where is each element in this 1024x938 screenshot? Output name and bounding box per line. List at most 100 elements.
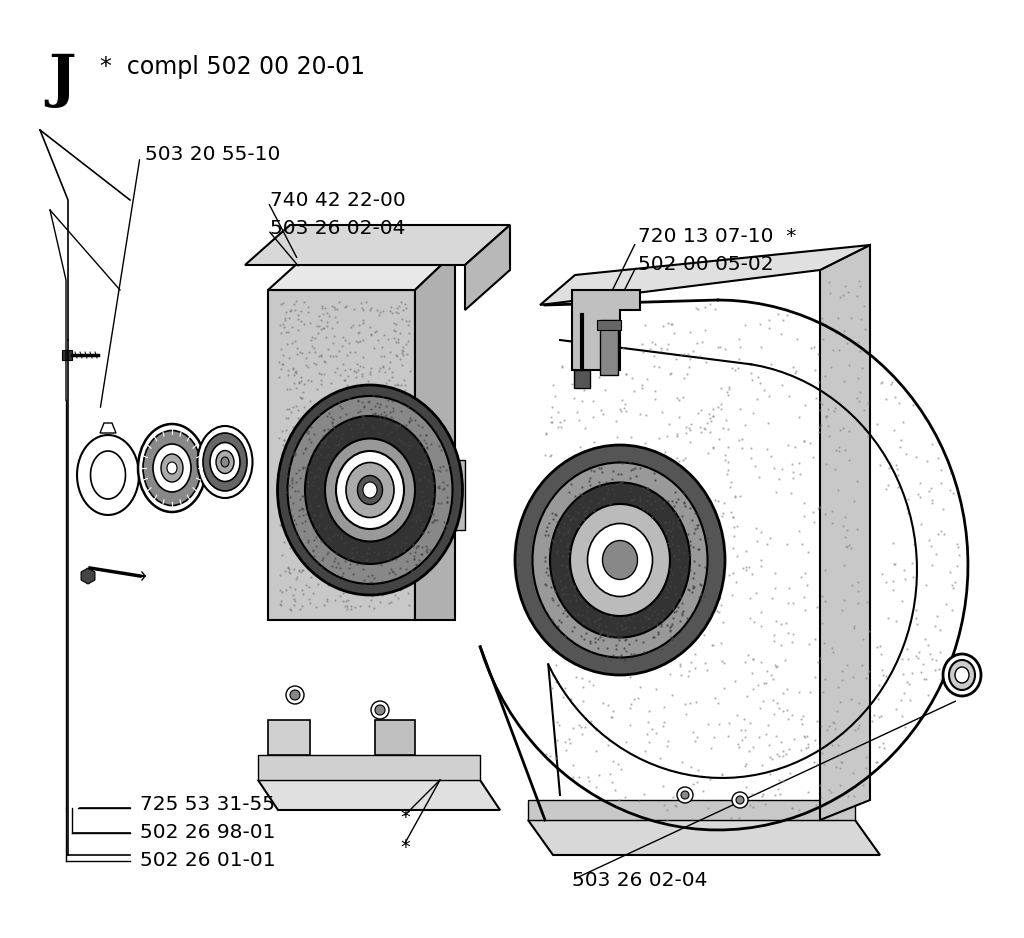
Point <box>784 464 801 479</box>
Point <box>336 425 352 440</box>
Point <box>374 573 390 588</box>
Point <box>361 510 378 525</box>
Point <box>275 496 292 511</box>
Point <box>368 463 384 478</box>
Point <box>339 416 355 431</box>
Point <box>587 613 603 628</box>
Point <box>548 546 564 561</box>
Point <box>880 477 896 492</box>
Point <box>275 463 292 478</box>
Point <box>618 513 635 528</box>
Point <box>587 500 603 515</box>
Point <box>733 722 750 737</box>
Point <box>928 653 944 668</box>
Point <box>307 508 324 523</box>
Point <box>382 562 398 577</box>
Point <box>580 495 596 510</box>
Point <box>285 361 301 376</box>
Point <box>570 591 587 606</box>
Point <box>772 734 788 749</box>
Point <box>656 514 673 529</box>
Point <box>565 493 582 508</box>
Point <box>328 559 344 574</box>
Point <box>344 540 360 555</box>
Point <box>332 483 348 498</box>
Point <box>285 532 301 547</box>
Point <box>682 563 698 578</box>
Point <box>292 344 308 359</box>
Point <box>398 417 415 432</box>
Point <box>369 386 385 401</box>
Point <box>741 559 758 574</box>
Point <box>665 559 681 574</box>
Point <box>354 332 371 347</box>
Point <box>738 688 755 704</box>
Point <box>677 577 693 592</box>
Point <box>768 696 784 711</box>
Point <box>878 392 894 407</box>
Point <box>613 621 630 636</box>
Point <box>306 532 323 547</box>
Point <box>367 495 383 510</box>
Point <box>292 471 308 486</box>
Point <box>582 521 598 536</box>
Point <box>753 618 769 633</box>
Point <box>318 400 335 415</box>
Point <box>300 424 316 439</box>
Point <box>817 672 834 687</box>
Point <box>376 384 392 399</box>
Point <box>610 630 627 645</box>
Point <box>797 433 813 448</box>
Point <box>319 315 336 330</box>
Point <box>941 482 957 497</box>
Point <box>567 608 584 623</box>
Point <box>384 441 400 456</box>
Point <box>749 391 765 406</box>
Point <box>293 390 309 405</box>
Point <box>549 522 565 537</box>
Point <box>310 564 327 579</box>
Point <box>287 525 303 540</box>
Point <box>318 487 335 502</box>
Point <box>743 567 760 582</box>
Point <box>605 797 622 812</box>
Point <box>557 680 573 695</box>
Point <box>345 567 361 582</box>
Point <box>684 624 700 639</box>
Point <box>307 529 324 544</box>
Point <box>616 624 633 639</box>
Point <box>649 625 666 640</box>
Point <box>341 344 357 359</box>
Point <box>276 491 293 506</box>
Point <box>336 474 352 489</box>
Point <box>895 414 911 429</box>
Point <box>651 492 668 507</box>
Point <box>911 476 928 491</box>
Point <box>621 624 637 639</box>
Point <box>438 521 455 536</box>
Point <box>783 707 800 722</box>
Point <box>690 517 707 532</box>
Point <box>356 424 373 439</box>
Point <box>553 575 569 590</box>
Point <box>667 505 683 520</box>
Point <box>714 508 730 523</box>
Point <box>416 517 432 532</box>
Point <box>812 402 828 417</box>
Point <box>386 330 402 345</box>
Point <box>758 676 774 691</box>
Point <box>352 446 369 461</box>
Point <box>279 410 295 425</box>
Point <box>351 358 368 373</box>
Point <box>373 406 389 421</box>
Point <box>860 396 877 411</box>
Point <box>365 384 381 399</box>
Point <box>303 464 319 479</box>
Point <box>561 508 578 523</box>
Point <box>333 550 349 565</box>
Point <box>321 309 337 324</box>
Point <box>668 552 684 567</box>
Point <box>744 652 761 667</box>
Point <box>894 594 910 609</box>
Point <box>552 496 568 511</box>
